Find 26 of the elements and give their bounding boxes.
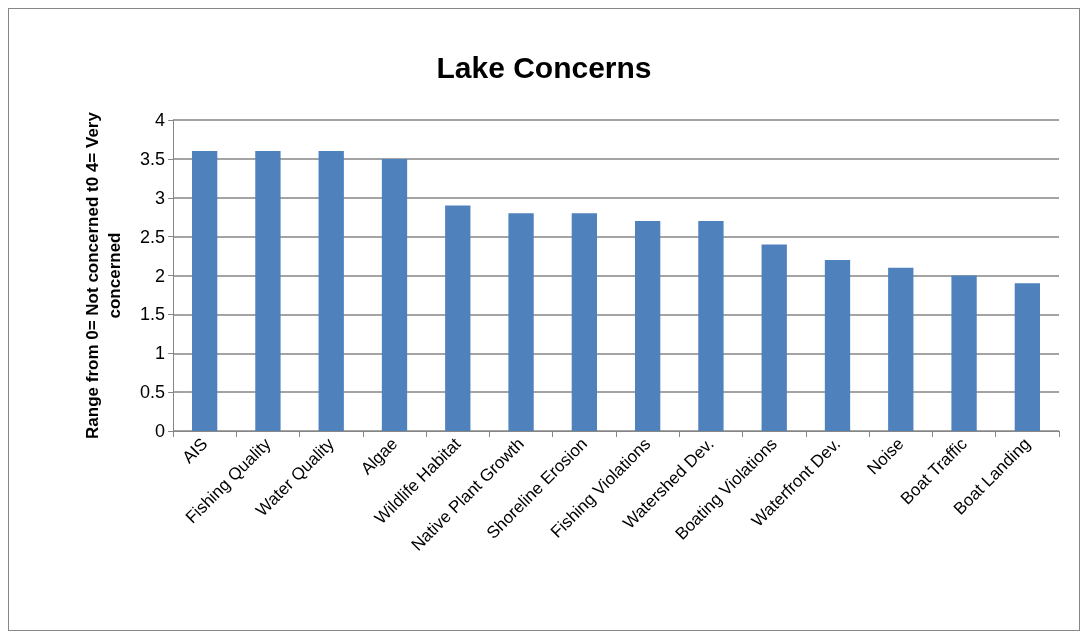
bar xyxy=(761,244,787,431)
y-tick-label: 0 xyxy=(154,421,165,441)
bar xyxy=(634,221,661,431)
bar xyxy=(824,259,851,431)
bar xyxy=(445,205,471,431)
chart-title: Lake Concerns xyxy=(436,50,652,84)
y-tick-label: 0.5 xyxy=(139,382,165,403)
bar xyxy=(571,213,598,431)
y-tick-label: 3 xyxy=(154,187,165,208)
bar xyxy=(888,267,914,431)
bar xyxy=(318,151,344,431)
bar xyxy=(255,151,281,431)
y-tick-label: 3.5 xyxy=(139,148,165,169)
y-axis-title: Range from 0= Not concerned t0 4= Very concerned xyxy=(82,111,124,439)
bar xyxy=(951,275,977,431)
y-tick-label: 2.5 xyxy=(139,226,165,247)
bar xyxy=(1014,283,1041,431)
bar xyxy=(191,151,218,431)
bar xyxy=(381,158,408,431)
y-tick-label: 2 xyxy=(154,265,165,286)
bar xyxy=(508,213,534,431)
x-tick-label: AIS xyxy=(178,434,212,468)
y-tick-label: 1.5 xyxy=(139,304,165,325)
y-tick-label: 1 xyxy=(154,343,165,364)
y-tick-label: 4 xyxy=(154,110,165,130)
bar xyxy=(698,221,724,431)
